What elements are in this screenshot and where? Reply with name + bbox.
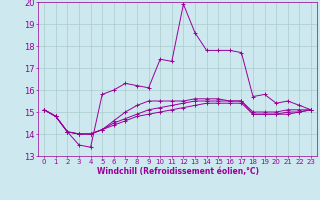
X-axis label: Windchill (Refroidissement éolien,°C): Windchill (Refroidissement éolien,°C) (97, 167, 259, 176)
